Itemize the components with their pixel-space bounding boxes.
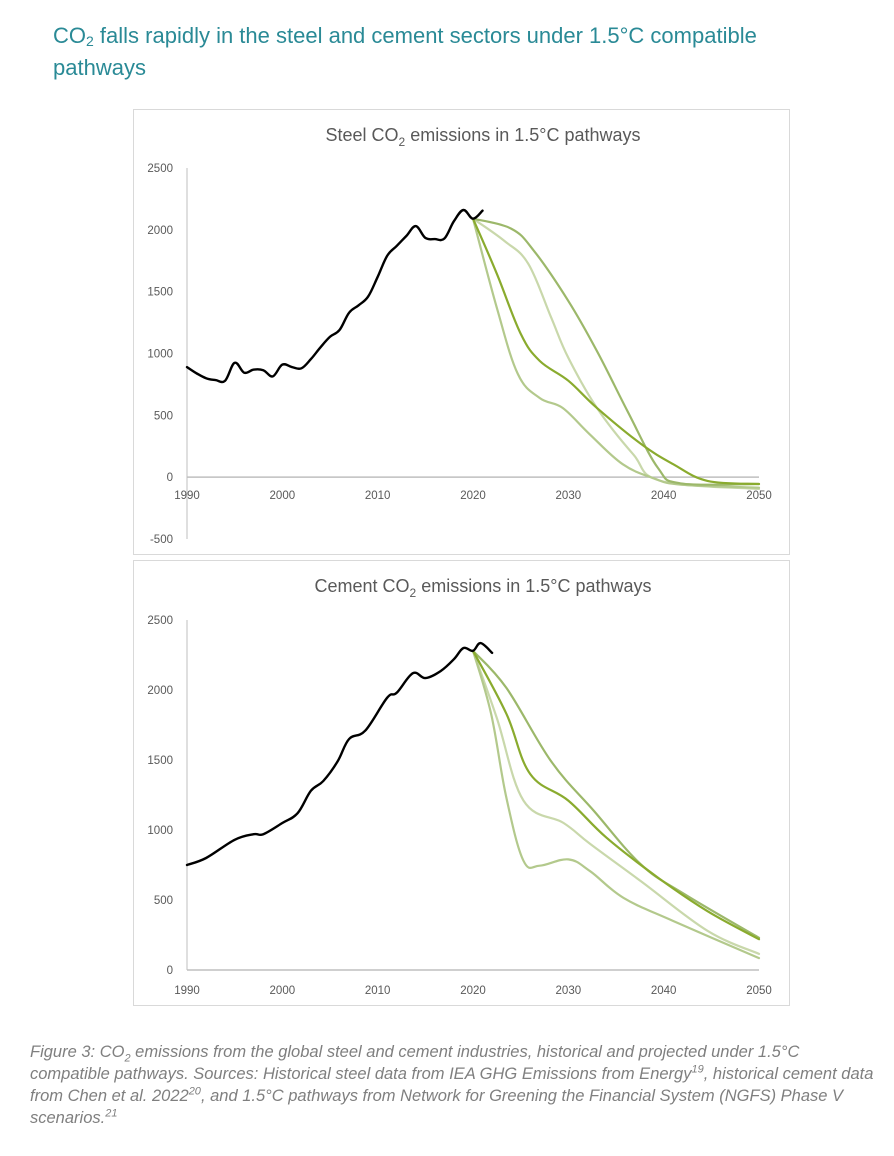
cement-y-tick-label: 2000 xyxy=(147,685,173,697)
heading-text-co: CO xyxy=(53,23,86,48)
footnote-ref-20[interactable]: 20 xyxy=(188,1085,201,1098)
steel-y-tick-label: 0 xyxy=(167,472,173,484)
cement-y-tick-label: 2500 xyxy=(147,615,173,627)
caption-text: , historical cement data from Chen et al… xyxy=(30,1065,874,1105)
steel-chart-panel: Steel CO2 emissions in 1.5°C pathways 250… xyxy=(133,109,790,555)
steel-x-tick-label: 2030 xyxy=(556,490,582,502)
cement-series-pathway-4 xyxy=(471,649,761,960)
heading-subscript: 2 xyxy=(86,33,94,49)
cement-y-tick-label: 500 xyxy=(154,895,173,907)
steel-series-pathway-4 xyxy=(471,217,761,489)
caption-text: emissions from the global steel and ceme… xyxy=(30,1043,800,1083)
title-subscript: 2 xyxy=(410,586,417,600)
cement-chart: Cement CO2 emissions in 1.5°C pathways25… xyxy=(147,576,772,997)
steel-series-pathway-3 xyxy=(471,217,761,490)
heading-text: falls rapidly in the steel and cement se… xyxy=(53,23,757,80)
steel-y-tick-label: -500 xyxy=(150,534,173,546)
title-text: Steel CO xyxy=(325,125,398,145)
steel-series-pathway-1 xyxy=(471,217,761,486)
figure-caption: Figure 3: CO2 emissions from the global … xyxy=(30,1041,880,1129)
caption-subscript: 2 xyxy=(124,1052,131,1065)
page-heading: CO2 falls rapidly in the steel and cemen… xyxy=(53,20,853,84)
steel-series-pathway-2 xyxy=(471,217,761,486)
cement-x-tick-label: 2000 xyxy=(270,985,296,997)
cement-x-tick-label: 2030 xyxy=(556,985,582,997)
steel-y-tick-label: 500 xyxy=(154,410,173,422)
cement-chart-title: Cement CO2 emissions in 1.5°C pathways xyxy=(314,576,651,600)
steel-x-tick-label: 2040 xyxy=(651,490,677,502)
steel-chart-title: Steel CO2 emissions in 1.5°C pathways xyxy=(325,125,640,149)
cement-x-tick-label: 2020 xyxy=(460,985,486,997)
steel-x-tick-label: 2050 xyxy=(746,490,772,502)
caption-text: , and 1.5°C pathways from Network for Gr… xyxy=(30,1087,844,1127)
cement-x-tick-label: 1990 xyxy=(174,985,200,997)
cement-series-pathway-1 xyxy=(471,649,761,941)
cement-series-pathway-3 xyxy=(471,649,761,955)
title-text: Cement CO xyxy=(314,576,409,596)
steel-chart: Steel CO2 emissions in 1.5°C pathways250… xyxy=(147,125,772,546)
title-text: emissions in 1.5°C pathways xyxy=(405,125,640,145)
caption-text: Figure 3: CO xyxy=(30,1043,125,1061)
cement-series-historical xyxy=(185,641,494,867)
cement-x-tick-label: 2050 xyxy=(746,985,772,997)
steel-x-tick-label: 2000 xyxy=(270,490,296,502)
steel-y-tick-label: 2500 xyxy=(147,163,173,175)
cement-y-tick-label: 0 xyxy=(167,965,173,977)
cement-x-tick-label: 2040 xyxy=(651,985,677,997)
title-text: emissions in 1.5°C pathways xyxy=(416,576,651,596)
cement-y-tick-label: 1500 xyxy=(147,755,173,767)
footnote-ref-19[interactable]: 19 xyxy=(691,1063,704,1076)
cement-x-tick-label: 2010 xyxy=(365,985,391,997)
steel-x-tick-label: 2020 xyxy=(460,490,486,502)
steel-x-tick-label: 1990 xyxy=(174,490,200,502)
cement-series-pathway-2 xyxy=(471,649,761,939)
steel-y-tick-label: 1000 xyxy=(147,349,173,361)
cement-chart-panel: Cement CO2 emissions in 1.5°C pathways 25… xyxy=(133,560,790,1006)
steel-x-tick-label: 2010 xyxy=(365,490,391,502)
footnote-ref-21[interactable]: 21 xyxy=(105,1107,118,1120)
steel-y-tick-label: 2000 xyxy=(147,225,173,237)
title-subscript: 2 xyxy=(399,135,406,149)
cement-y-tick-label: 1000 xyxy=(147,825,173,837)
steel-series-historical xyxy=(185,208,484,384)
steel-y-tick-label: 1500 xyxy=(147,287,173,299)
